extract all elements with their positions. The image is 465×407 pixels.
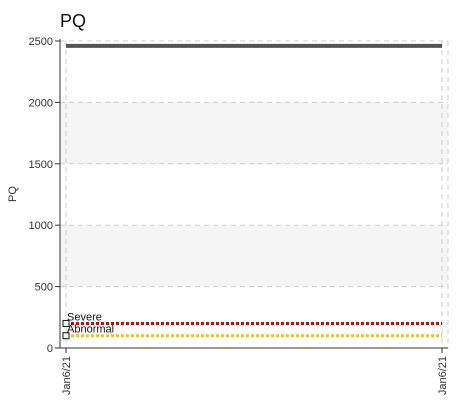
x-axis-ticks: Jan6/21 Jan6/21 bbox=[61, 348, 449, 395]
plot-band bbox=[60, 102, 448, 164]
y-tick-label: 1000 bbox=[29, 220, 53, 232]
plot-band bbox=[60, 163, 448, 226]
y-tick-label: 500 bbox=[35, 282, 53, 294]
grid-lines bbox=[60, 40, 449, 348]
y-tick-label: 2500 bbox=[29, 36, 53, 48]
x-tick-label: Jan6/21 bbox=[437, 356, 449, 395]
y-tick-label: 1500 bbox=[29, 159, 53, 171]
plot-band bbox=[60, 41, 448, 103]
x-tick-label: Jan6/21 bbox=[61, 356, 73, 395]
threshold-marker-severe bbox=[62, 319, 70, 327]
y-axis-ticks: 0 500 1000 1500 2000 2500 bbox=[29, 36, 60, 355]
chart-title: PQ bbox=[60, 11, 86, 31]
axes bbox=[59, 39, 448, 349]
plot-band bbox=[60, 286, 448, 348]
threshold-marker-abnormal bbox=[62, 332, 70, 340]
y-tick-label: 0 bbox=[47, 343, 53, 355]
plot-bands bbox=[60, 41, 448, 348]
y-axis-label: PQ bbox=[7, 186, 19, 202]
threshold-label-severe: Severe bbox=[67, 311, 102, 323]
y-tick-label: 2000 bbox=[29, 97, 53, 109]
plot-band bbox=[60, 225, 448, 287]
threshold-label-abnormal: Abnormal bbox=[67, 324, 114, 336]
